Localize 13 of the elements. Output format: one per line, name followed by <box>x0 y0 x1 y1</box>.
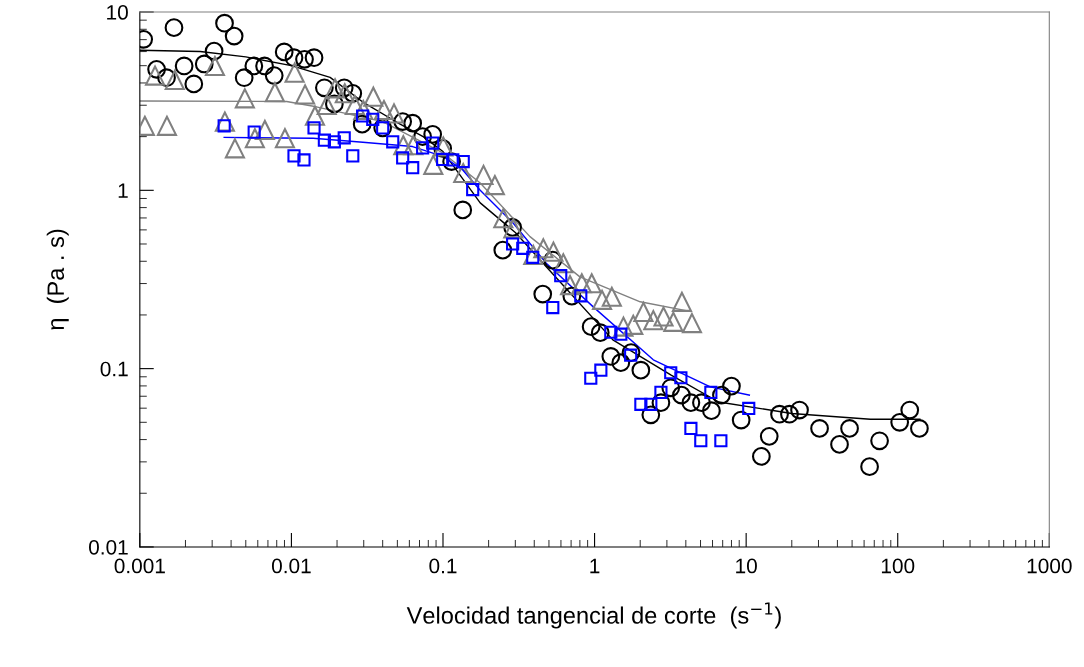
x-axis-title: Velocidad tangencial de corte (s$^{−1}$) <box>406 602 781 629</box>
x-tick-label: 0.01 <box>271 558 311 574</box>
x-tick-label: 0.001 <box>114 558 165 574</box>
y-axis-title: η (Pa . s) <box>46 229 69 330</box>
y-tick-label: 1 <box>118 183 128 198</box>
y-tick-label: 0.1 <box>100 361 128 377</box>
y-tick-label: 0.01 <box>89 539 128 555</box>
x-tick-label: 10 <box>736 558 757 574</box>
x-tick-label: 1 <box>590 558 600 574</box>
y-tick-label: 10 <box>107 5 128 20</box>
x-tick-label: 100 <box>881 558 915 574</box>
x-tick-label: 0.1 <box>429 558 457 574</box>
x-tick-label: 1000 <box>1027 558 1072 574</box>
